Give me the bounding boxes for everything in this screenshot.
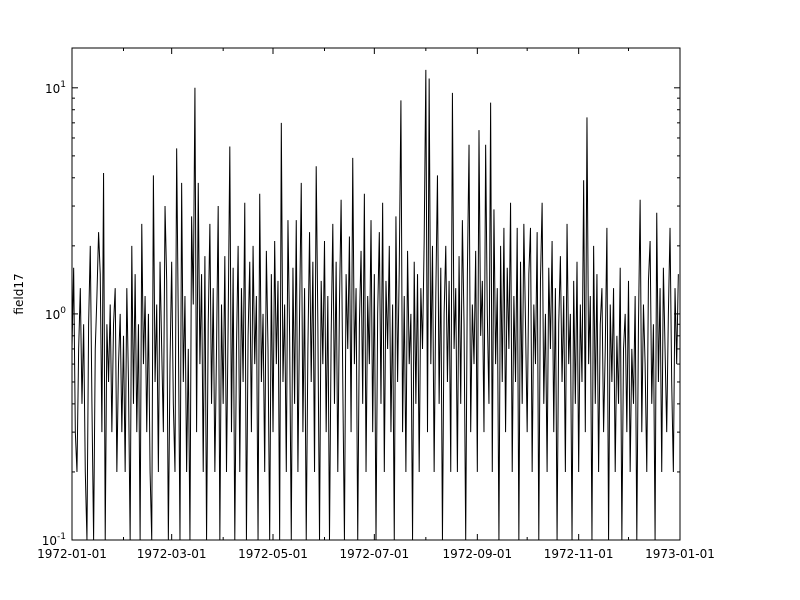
y-tick-label: 10-1 <box>42 532 66 548</box>
y-tick-label: 100 <box>45 306 66 322</box>
x-tick-label: 1972-07-01 <box>339 547 409 561</box>
x-tick-label: 1973-01-01 <box>645 547 715 561</box>
ticks-layer: 1972-01-01 1972-03-01 1972-05-01 1972-07-01… <box>37 48 715 561</box>
series-line <box>71 69 679 541</box>
series-layer <box>71 69 679 541</box>
x-tick-label: 1972-11-01 <box>544 547 614 561</box>
plot-frame <box>71 47 681 541</box>
x-tick-label: 1972-09-01 <box>442 547 512 561</box>
x-tick-label: 1972-01-01 <box>37 547 107 561</box>
x-tick-label: 1972-03-01 <box>137 547 207 561</box>
y-tick-label: 101 <box>45 80 66 96</box>
y-axis-label: field17 <box>12 273 26 314</box>
x-tick-label: 1972-05-01 <box>238 547 308 561</box>
